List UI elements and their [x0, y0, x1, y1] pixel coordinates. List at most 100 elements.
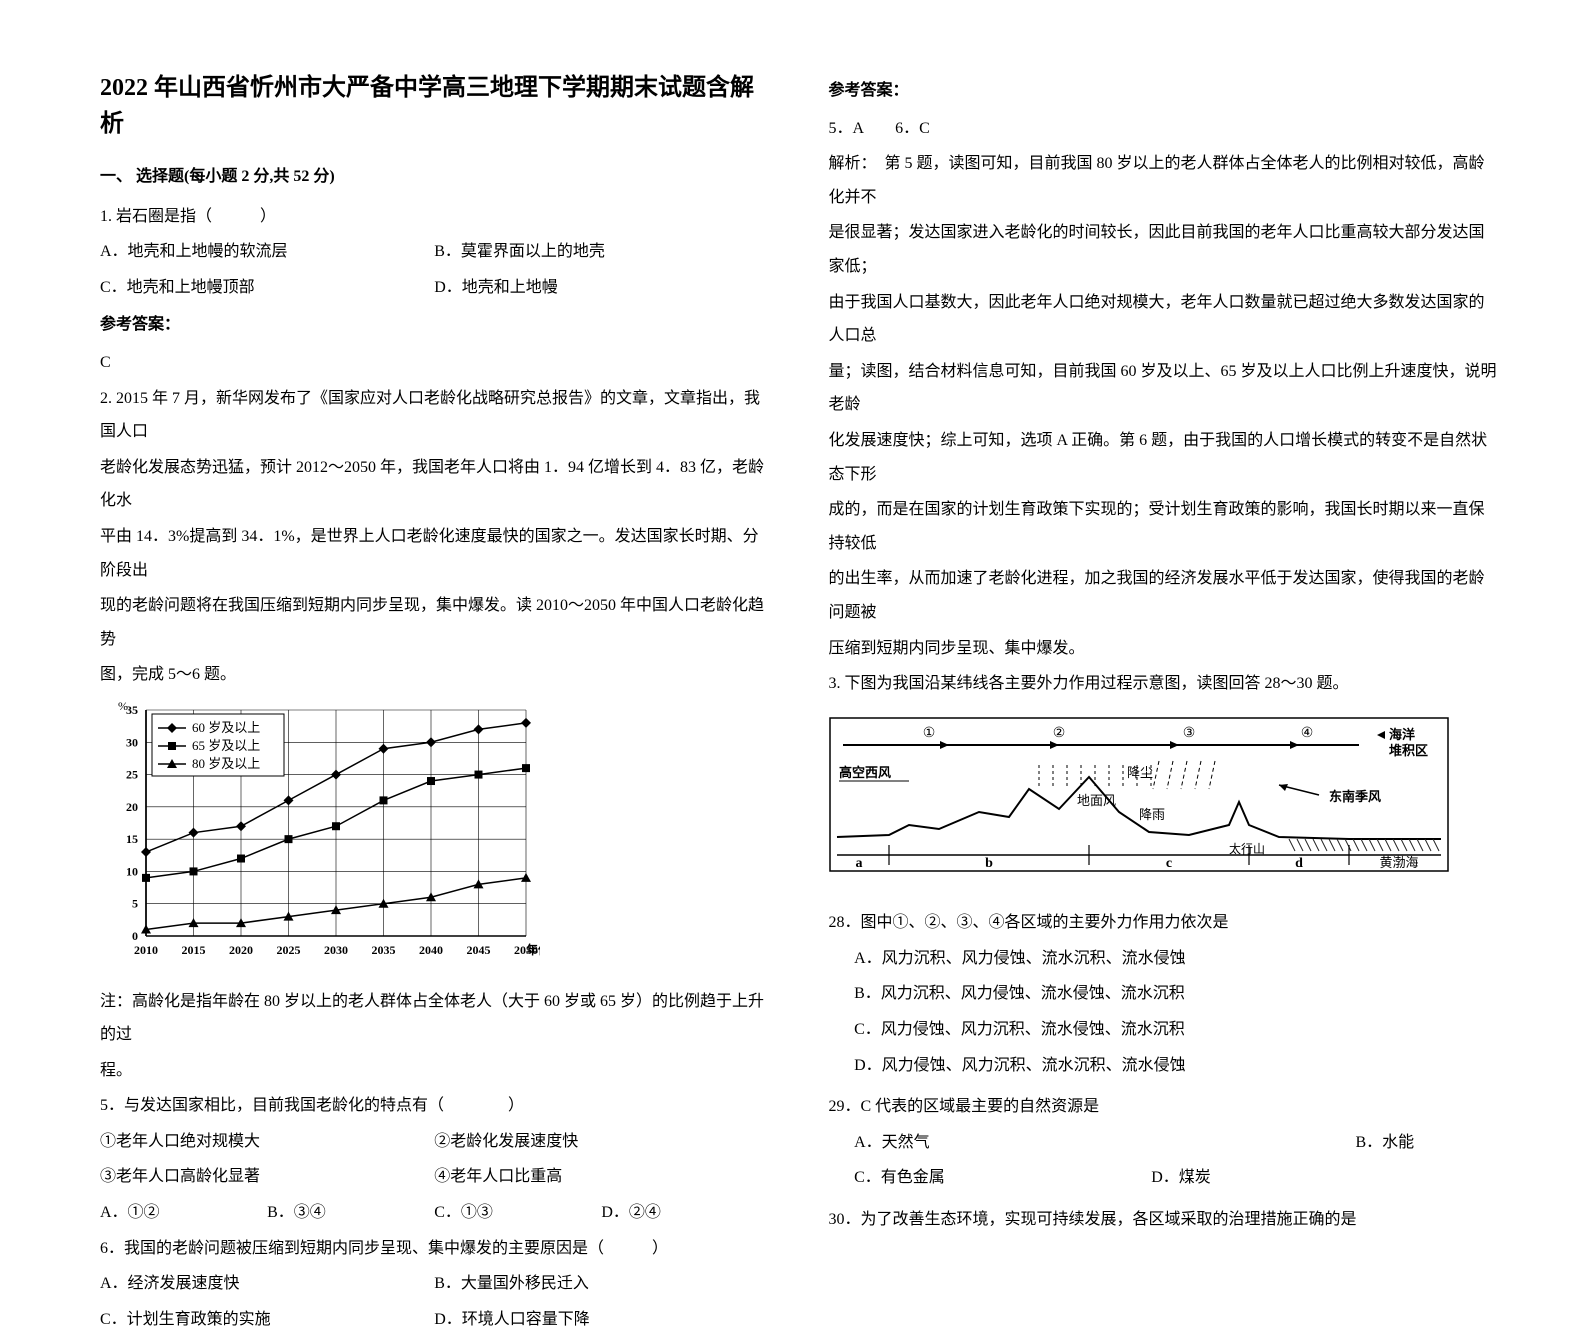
- svg-text:④: ④: [1300, 726, 1313, 741]
- q1-options-row2: C．地壳和上地幔顶部 D．地壳和上地幔: [100, 271, 769, 305]
- svg-text:地面风: 地面风: [1077, 793, 1116, 808]
- explanation-l2: 是很显著；发达国家进入老龄化的时间较长，因此目前我国的老年人口比重高较大部分发达…: [829, 216, 1498, 283]
- svg-text:年份: 年份: [526, 942, 540, 957]
- svg-text:2010: 2010: [134, 943, 158, 957]
- q5-statements-row1: ①老年人口绝对规模大 ②老龄化发展速度快: [100, 1125, 769, 1159]
- svg-text:a: a: [855, 856, 862, 871]
- q6-option-b: B．大量国外移民迁入: [434, 1267, 768, 1301]
- q1-answer-label: 参考答案：: [100, 308, 769, 342]
- svg-text:③: ③: [1182, 726, 1195, 741]
- chart-note-l2: 程。: [100, 1054, 769, 1088]
- svg-text:80 岁及以上: 80 岁及以上: [192, 756, 260, 771]
- aging-trend-chart: 05101520253035%2010201520202025203020352…: [100, 700, 540, 970]
- svg-text:海洋: 海洋: [1389, 727, 1415, 742]
- svg-text:2030: 2030: [324, 943, 348, 957]
- svg-text:65 岁及以上: 65 岁及以上: [192, 738, 260, 753]
- explanation-l6: 成的，而是在国家的计划生育政策下实现的；受计划生育政策的影响，我国长时期以来一直…: [829, 493, 1498, 560]
- q6-option-a: A．经济发展速度快: [100, 1267, 434, 1301]
- q29-option-b: B．水能: [1330, 1126, 1497, 1160]
- q6-options-row2: C．计划生育政策的实施 D．环境人口容量下降: [100, 1303, 769, 1336]
- svg-text:降雨: 降雨: [1139, 807, 1165, 822]
- q5-option-b: B．③④: [267, 1196, 434, 1230]
- q29-options-row1: A．天然气 B．水能: [829, 1126, 1498, 1160]
- q3-stem: 3. 下图为我国沿某纬线各主要外力作用过程示意图，读图回答 28～30 题。: [829, 667, 1498, 701]
- q29-option-c: C．有色金属: [829, 1161, 1126, 1195]
- svg-text:15: 15: [126, 832, 138, 846]
- svg-text:堆积区: 堆积区: [1389, 743, 1428, 758]
- q6-option-d: D．环境人口容量下降: [434, 1303, 768, 1336]
- q6-stem: 6．我国的老龄问题被压缩到短期内同步呈现、集中爆发的主要原因是（ ）: [100, 1232, 769, 1266]
- left-column: 2022 年山西省忻州市大严备中学高三地理下学期期末试题含解析 一、 选择题(每…: [100, 70, 769, 1072]
- q5-option-a: A．①②: [100, 1196, 267, 1230]
- page-title: 2022 年山西省忻州市大严备中学高三地理下学期期末试题含解析: [100, 70, 769, 142]
- q1-answer: C: [100, 346, 769, 380]
- q28-option-b: B．风力沉积、风力侵蚀、流水侵蚀、流水沉积: [829, 977, 1498, 1011]
- svg-text:10: 10: [126, 864, 138, 878]
- explanation-l4: 量；读图，结合材料信息可知，目前我国 60 岁及以上、65 岁及以上人口比例上升…: [829, 355, 1498, 422]
- q5-option-c: C．①③: [434, 1196, 601, 1230]
- svg-text:25: 25: [126, 767, 138, 781]
- svg-text:0: 0: [132, 929, 138, 943]
- q5-options: A．①② B．③④ C．①③ D．②④: [100, 1196, 769, 1230]
- q5-stmt-2: ②老龄化发展速度快: [434, 1125, 768, 1159]
- q5-stmt-1: ①老年人口绝对规模大: [100, 1125, 434, 1159]
- q1-option-a: A．地壳和上地幔的软流层: [100, 235, 434, 269]
- svg-text:2025: 2025: [277, 943, 301, 957]
- q30-stem: 30．为了改善生态环境，实现可持续发展，各区域采取的治理措施正确的是: [829, 1203, 1498, 1237]
- svg-text:30: 30: [126, 735, 138, 749]
- q28-option-c: C．风力侵蚀、风力沉积、流水侵蚀、流水沉积: [829, 1013, 1498, 1047]
- svg-text:东南季风: 东南季风: [1329, 789, 1381, 804]
- q2-intro-l2: 老龄化发展态势迅猛，预计 2012～2050 年，我国老年人口将由 1．94 亿…: [100, 451, 769, 518]
- svg-text:降尘: 降尘: [1127, 765, 1153, 780]
- svg-text:2040: 2040: [419, 943, 443, 957]
- q2-intro-l1: 2. 2015 年 7 月，新华网发布了《国家应对人口老龄化战略研究总报告》的文…: [100, 382, 769, 449]
- q1-stem: 1. 岩石圈是指（ ）: [100, 200, 769, 234]
- right-answer-label: 参考答案：: [829, 74, 1498, 108]
- q5-option-d: D．②④: [601, 1196, 768, 1230]
- right-answer-line: 5．A 6．C: [829, 112, 1498, 146]
- q2-intro-l5: 图，完成 5～6 题。: [100, 658, 769, 692]
- q5-stem: 5．与发达国家相比，目前我国老龄化的特点有（ ）: [100, 1089, 769, 1123]
- q1-option-c: C．地壳和上地幔顶部: [100, 271, 434, 305]
- svg-text:高空西风: 高空西风: [839, 765, 891, 780]
- right-column: 参考答案： 5．A 6．C 解析： 第 5 题，读图可知，目前我国 80 岁以上…: [829, 70, 1498, 1072]
- explanation-l5: 化发展速度快；综上可知，选项 A 正确。第 6 题，由于我国的人口增长模式的转变…: [829, 424, 1498, 491]
- svg-text:①: ①: [922, 726, 935, 741]
- svg-text:b: b: [985, 856, 993, 871]
- svg-text:%: %: [118, 700, 128, 713]
- q2-intro-l4: 现的老龄问题将在我国压缩到短期内同步呈现，集中爆发。读 2010～2050 年中…: [100, 589, 769, 656]
- q6-options-row1: A．经济发展速度快 B．大量国外移民迁入: [100, 1267, 769, 1301]
- explanation-l1: 解析： 第 5 题，读图可知，目前我国 80 岁以上的老人群体占全体老人的比例相…: [829, 147, 1498, 214]
- q5-stmt-3: ③老年人口高龄化显著: [100, 1160, 434, 1194]
- q5-stmt-4: ④老年人口比重高: [434, 1160, 768, 1194]
- svg-text:5: 5: [132, 897, 138, 911]
- svg-text:2035: 2035: [372, 943, 396, 957]
- q6-option-c: C．计划生育政策的实施: [100, 1303, 434, 1336]
- svg-text:2015: 2015: [182, 943, 206, 957]
- svg-text:d: d: [1295, 856, 1303, 871]
- q28-option-a: A．风力沉积、风力侵蚀、流水沉积、流水侵蚀: [829, 942, 1498, 976]
- external-force-diagram: ① ② ③ ④ 海洋堆积区高空西风地面风降尘降雨 东南季风太行山 a b c d 黄渤海: [829, 717, 1449, 872]
- svg-text:20: 20: [126, 800, 138, 814]
- q29-options-row2: C．有色金属 D．煤炭: [829, 1161, 1498, 1195]
- q28-option-d: D．风力侵蚀、风力沉积、流水沉积、流水侵蚀: [829, 1049, 1498, 1083]
- explanation-l7: 的出生率，从而加速了老龄化进程，加之我国的经济发展水平低于发达国家，使得我国的老…: [829, 562, 1498, 629]
- chart-note-l1: 注：高龄化是指年龄在 80 岁以上的老人群体占全体老人（大于 60 岁或 65 …: [100, 985, 769, 1052]
- svg-text:2020: 2020: [229, 943, 253, 957]
- q28-stem: 28．图中①、②、③、④各区域的主要外力作用力依次是: [829, 906, 1498, 940]
- svg-text:黄渤海: 黄渤海: [1379, 855, 1418, 870]
- q29-option-d: D．煤炭: [1126, 1161, 1497, 1195]
- q29-stem: 29．C 代表的区域最主要的自然资源是: [829, 1090, 1498, 1124]
- svg-text:60 岁及以上: 60 岁及以上: [192, 720, 260, 735]
- svg-text:c: c: [1165, 856, 1171, 871]
- q5-statements-row2: ③老年人口高龄化显著 ④老年人口比重高: [100, 1160, 769, 1194]
- svg-text:太行山: 太行山: [1229, 841, 1265, 856]
- svg-text:2045: 2045: [467, 943, 491, 957]
- q29-option-a: A．天然气: [829, 1126, 1330, 1160]
- q1-options-row1: A．地壳和上地幔的软流层 B．莫霍界面以上的地壳: [100, 235, 769, 269]
- q1-option-b: B．莫霍界面以上的地壳: [434, 235, 768, 269]
- explanation-l3: 由于我国人口基数大，因此老年人口绝对规模大，老年人口数量就已超过绝大多数发达国家…: [829, 286, 1498, 353]
- svg-text:②: ②: [1052, 726, 1065, 741]
- q2-intro-l3: 平由 14．3%提高到 34．1%，是世界上人口老龄化速度最快的国家之一。发达国…: [100, 520, 769, 587]
- explanation-l8: 压缩到短期内同步呈现、集中爆发。: [829, 632, 1498, 666]
